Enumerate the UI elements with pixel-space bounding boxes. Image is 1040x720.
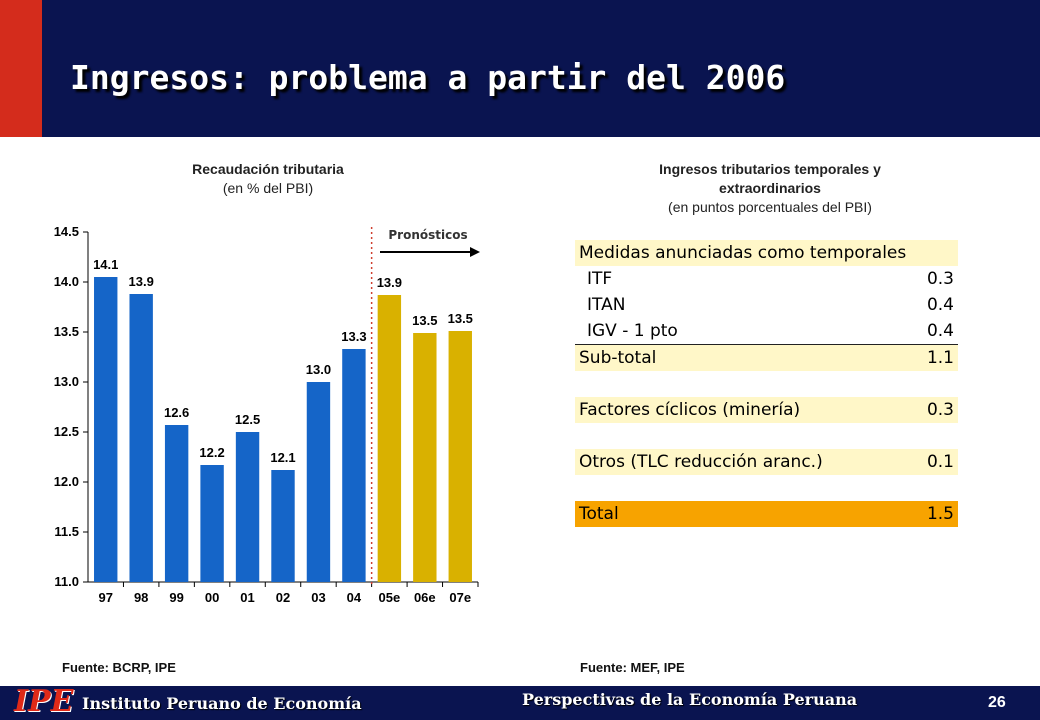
table-row: ITAN 0.4	[575, 292, 958, 318]
row-label: ITF	[587, 269, 613, 289]
y-tick-label: 13.0	[54, 374, 79, 389]
data-label: 13.5	[448, 311, 473, 326]
right-table-subtitle: (en puntos porcentuales del PBI)	[668, 199, 872, 215]
others-label: Otros (TLC reducción aranc.)	[575, 449, 912, 475]
cyclical-label: Factores cíclicos (minería)	[575, 397, 912, 423]
bar	[235, 432, 260, 582]
cyclical-value: 0.3	[911, 397, 958, 423]
right-table-heading: Ingresos tributarios temporales y extrao…	[560, 160, 980, 217]
total-label: Total	[575, 501, 912, 527]
row-label: ITAN	[587, 295, 626, 315]
ipe-logo: IPE	[14, 684, 74, 719]
forecast-label: Pronósticos	[388, 228, 467, 242]
data-label: 13.9	[377, 275, 402, 290]
revenue-table: Medidas anunciadas como temporales ITF 0…	[575, 240, 958, 527]
y-tick-label: 12.5	[54, 424, 79, 439]
table-header-row: Medidas anunciadas como temporales	[575, 240, 958, 266]
row-value: 0.3	[926, 269, 954, 289]
row-value: 0.4	[926, 295, 954, 315]
x-tick-label: 98	[134, 590, 148, 605]
y-tick-label: 11.0	[54, 574, 79, 589]
bar	[129, 294, 153, 582]
data-label: 12.2	[199, 445, 224, 460]
bar	[94, 277, 118, 582]
table-row: IGV - 1 pto 0.4	[575, 318, 958, 345]
bar	[342, 349, 366, 582]
bar	[306, 382, 331, 582]
left-chart-title: Recaudación tributaria	[192, 161, 344, 177]
data-label: 13.3	[341, 329, 366, 344]
y-tick-label: 11.5	[54, 524, 79, 539]
y-tick-label: 13.5	[54, 324, 79, 339]
x-tick-label: 07e	[449, 590, 471, 605]
total-value: 1.5	[911, 501, 958, 527]
footer-institution: Instituto Peruano de Economía	[82, 694, 362, 713]
row-label: IGV - 1 pto	[587, 321, 678, 341]
data-label: 13.9	[129, 274, 154, 289]
left-chart-heading: Recaudación tributaria (en % del PBI)	[138, 160, 398, 198]
x-tick-label: 01	[240, 590, 254, 605]
data-label: 12.6	[164, 405, 189, 420]
x-tick-label: 05e	[379, 590, 401, 605]
others-value: 0.1	[911, 449, 958, 475]
bar	[271, 470, 295, 582]
right-source: Fuente: MEF, IPE	[580, 660, 685, 675]
x-tick-label: 02	[276, 590, 290, 605]
table-spacer	[575, 371, 958, 397]
data-label: 12.1	[270, 450, 295, 465]
subtotal-value: 1.1	[911, 344, 958, 371]
header-accent	[0, 0, 42, 137]
cyclical-row: Factores cíclicos (minería) 0.3	[575, 397, 958, 423]
slide-footer: IPE Instituto Peruano de Economía Perspe…	[0, 684, 1040, 720]
y-tick-label: 14.0	[54, 274, 79, 289]
total-row: Total 1.5	[575, 501, 958, 527]
right-table-title-line2: extraordinarios	[719, 180, 821, 196]
y-tick-label: 14.5	[54, 224, 79, 239]
bar	[377, 295, 402, 582]
data-label: 12.5	[235, 412, 260, 427]
page-number: 26	[988, 694, 1006, 711]
row-value: 0.4	[926, 321, 954, 341]
bar	[448, 331, 472, 582]
data-label: 14.1	[93, 257, 118, 272]
footer-subtitle: Perspectivas de la Economía Peruana	[522, 690, 858, 709]
left-source: Fuente: BCRP, IPE	[62, 660, 176, 675]
x-tick-label: 03	[311, 590, 325, 605]
x-tick-label: 04	[347, 590, 362, 605]
left-chart-subtitle: (en % del PBI)	[222, 180, 314, 196]
x-tick-label: 00	[205, 590, 219, 605]
x-tick-label: 97	[98, 590, 112, 605]
others-row: Otros (TLC reducción aranc.) 0.1	[575, 449, 958, 475]
bar	[164, 425, 189, 582]
subtotal-row: Sub-total 1.1	[575, 344, 958, 371]
table-header-label: Medidas anunciadas como temporales	[575, 240, 958, 266]
data-label: 13.0	[306, 362, 331, 377]
x-tick-label: 99	[169, 590, 183, 605]
right-table-title-line1: Ingresos tributarios temporales y	[659, 161, 881, 177]
y-tick-label: 12.0	[54, 474, 79, 489]
x-tick-label: 06e	[414, 590, 436, 605]
bar	[200, 465, 224, 582]
table-spacer	[575, 475, 958, 501]
slide-title: Ingresos: problema a partir del 2006	[70, 58, 786, 97]
data-label: 13.5	[412, 313, 437, 328]
table-row: ITF 0.3	[575, 266, 958, 292]
subtotal-label: Sub-total	[575, 344, 912, 371]
forecast-arrow-head	[470, 247, 480, 257]
slide-header: Ingresos: problema a partir del 2006	[0, 0, 1040, 137]
table-spacer	[575, 423, 958, 449]
bar	[413, 333, 437, 582]
